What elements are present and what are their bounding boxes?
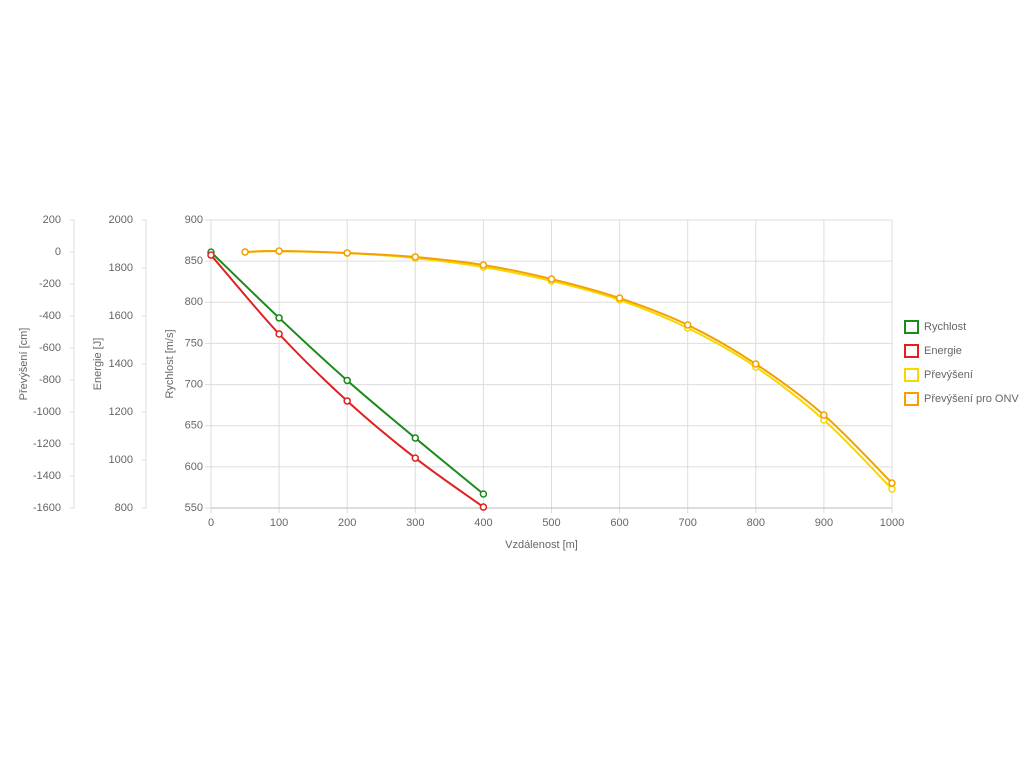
y-tick-label: -200 <box>39 278 61 290</box>
data-point <box>888 479 896 487</box>
x-tick-label: 1000 <box>880 517 904 529</box>
x-tick-label: 200 <box>338 517 356 529</box>
data-point <box>207 251 215 259</box>
axis-title: Rychlost [m/s] <box>164 329 176 398</box>
legend-swatch <box>904 392 919 406</box>
x-tick-label: 400 <box>474 517 492 529</box>
data-point <box>479 503 488 511</box>
legend-label: Rychlost <box>924 321 966 333</box>
y-tick-label: 1000 <box>109 454 133 466</box>
data-point <box>343 249 351 257</box>
y-tick-label: -400 <box>39 310 61 322</box>
data-point <box>275 247 283 255</box>
data-point <box>479 490 488 498</box>
x-tick-label: 0 <box>208 517 214 529</box>
axis-title: Převýšení [cm] <box>18 328 30 401</box>
x-tick-label: 600 <box>610 517 628 529</box>
y-tick-label: -600 <box>39 342 61 354</box>
y-tick-label: -1200 <box>33 438 61 450</box>
y-tick-label: 1800 <box>109 262 133 274</box>
data-point <box>241 248 249 256</box>
y-tick-label: 800 <box>185 296 203 308</box>
y-tick-label: 1200 <box>109 406 133 418</box>
series-line <box>245 250 893 490</box>
x-tick-label: 800 <box>747 517 765 529</box>
x-tick-label: 900 <box>815 517 833 529</box>
axis-title: Energie [J] <box>92 338 104 391</box>
y-tick-label: 1600 <box>109 310 133 322</box>
data-point <box>479 261 488 269</box>
y-tick-label: 900 <box>185 214 203 226</box>
data-point <box>752 360 760 368</box>
y-tick-label: 850 <box>185 255 203 267</box>
x-tick-label: 700 <box>679 517 697 529</box>
y-tick-label: 550 <box>185 502 203 514</box>
data-point <box>411 434 420 442</box>
legend-label: Převýšení <box>924 369 973 381</box>
y-tick-label: -1400 <box>33 470 61 482</box>
y-tick-label: 200 <box>43 214 61 226</box>
x-tick-label: 300 <box>406 517 424 529</box>
y-tick-label: 600 <box>185 461 203 473</box>
data-point <box>411 253 420 261</box>
data-point <box>820 411 828 419</box>
data-point <box>683 321 692 329</box>
data-point <box>275 314 283 322</box>
data-point <box>275 330 283 338</box>
y-tick-label: 750 <box>185 337 203 349</box>
y-tick-label: -1600 <box>33 502 61 514</box>
y-tick-label: 0 <box>55 246 61 258</box>
legend-label: Převýšení pro ONV <box>924 393 1019 405</box>
y-tick-label: -1000 <box>33 406 61 418</box>
y-tick-label: 650 <box>185 420 203 432</box>
x-tick-label: 500 <box>542 517 560 529</box>
legend-swatch <box>904 320 919 334</box>
data-point <box>888 485 896 493</box>
legend-label: Energie <box>924 345 962 357</box>
data-point <box>343 397 351 405</box>
legend-swatch <box>904 368 919 382</box>
y-tick-label: 800 <box>115 502 133 514</box>
legend-swatch <box>904 344 919 358</box>
y-tick-label: 1400 <box>109 358 133 370</box>
data-point <box>411 454 420 462</box>
y-tick-label: -800 <box>39 374 61 386</box>
x-tick-label: 100 <box>270 517 288 529</box>
x-axis-title: Vzdálenost [m] <box>505 539 578 551</box>
y-tick-label: 2000 <box>109 214 133 226</box>
data-point <box>343 376 351 385</box>
y-tick-label: 700 <box>185 378 203 390</box>
data-point <box>615 294 624 302</box>
data-point <box>547 275 556 283</box>
series-line <box>245 250 893 484</box>
